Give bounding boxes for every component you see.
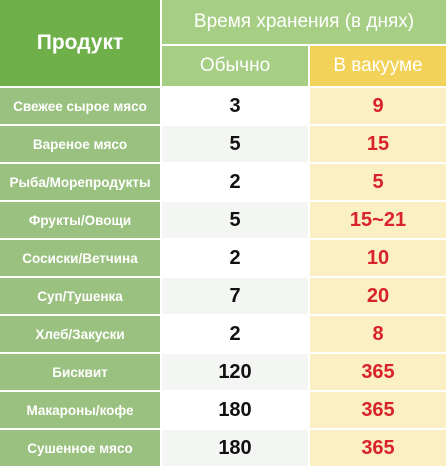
- table-row: Сосиски/Ветчина 2 10: [0, 240, 446, 276]
- table-row: Фрукты/Овощи 5 15~21: [0, 202, 446, 238]
- normal-days: 7: [162, 278, 308, 314]
- table-row: Рыба/Морепродукты 2 5: [0, 164, 446, 200]
- normal-days: 5: [162, 126, 308, 162]
- vacuum-days: 15~21: [310, 202, 446, 238]
- product-name: Бисквит: [0, 354, 160, 390]
- normal-days: 2: [162, 316, 308, 352]
- header-storage-time: Время хранения (в днях): [162, 0, 446, 44]
- normal-days: 120: [162, 354, 308, 390]
- normal-days: 5: [162, 202, 308, 238]
- table-row: Сушенное мясо 180 365: [0, 430, 446, 466]
- normal-days: 2: [162, 240, 308, 276]
- product-name: Свежее сырое мясо: [0, 88, 160, 124]
- header-normal: Обычно: [162, 46, 308, 86]
- product-name: Суп/Тушенка: [0, 278, 160, 314]
- vacuum-days: 5: [310, 164, 446, 200]
- header-product: Продукт: [0, 0, 160, 86]
- table-row: Свежее сырое мясо 3 9: [0, 88, 446, 124]
- header-vacuum: В вакууме: [310, 46, 446, 86]
- normal-days: 180: [162, 430, 308, 466]
- product-name: Вареное мясо: [0, 126, 160, 162]
- vacuum-days: 20: [310, 278, 446, 314]
- normal-days: 3: [162, 88, 308, 124]
- table-body: Свежее сырое мясо 3 9 Вареное мясо 5 15 …: [0, 88, 446, 466]
- table-row: Вареное мясо 5 15: [0, 126, 446, 162]
- product-name: Сушенное мясо: [0, 430, 160, 466]
- vacuum-days: 365: [310, 354, 446, 390]
- product-name: Макароны/кофе: [0, 392, 160, 428]
- vacuum-days: 365: [310, 430, 446, 466]
- product-name: Сосиски/Ветчина: [0, 240, 160, 276]
- table-row: Хлеб/Закуски 2 8: [0, 316, 446, 352]
- product-name: Фрукты/Овощи: [0, 202, 160, 238]
- table-row: Суп/Тушенка 7 20: [0, 278, 446, 314]
- vacuum-days: 9: [310, 88, 446, 124]
- normal-days: 2: [162, 164, 308, 200]
- product-name: Хлеб/Закуски: [0, 316, 160, 352]
- vacuum-days: 15: [310, 126, 446, 162]
- vacuum-days: 8: [310, 316, 446, 352]
- vacuum-days: 10: [310, 240, 446, 276]
- table-row: Бисквит 120 365: [0, 354, 446, 390]
- normal-days: 180: [162, 392, 308, 428]
- table-row: Макароны/кофе 180 365: [0, 392, 446, 428]
- product-name: Рыба/Морепродукты: [0, 164, 160, 200]
- vacuum-days: 365: [310, 392, 446, 428]
